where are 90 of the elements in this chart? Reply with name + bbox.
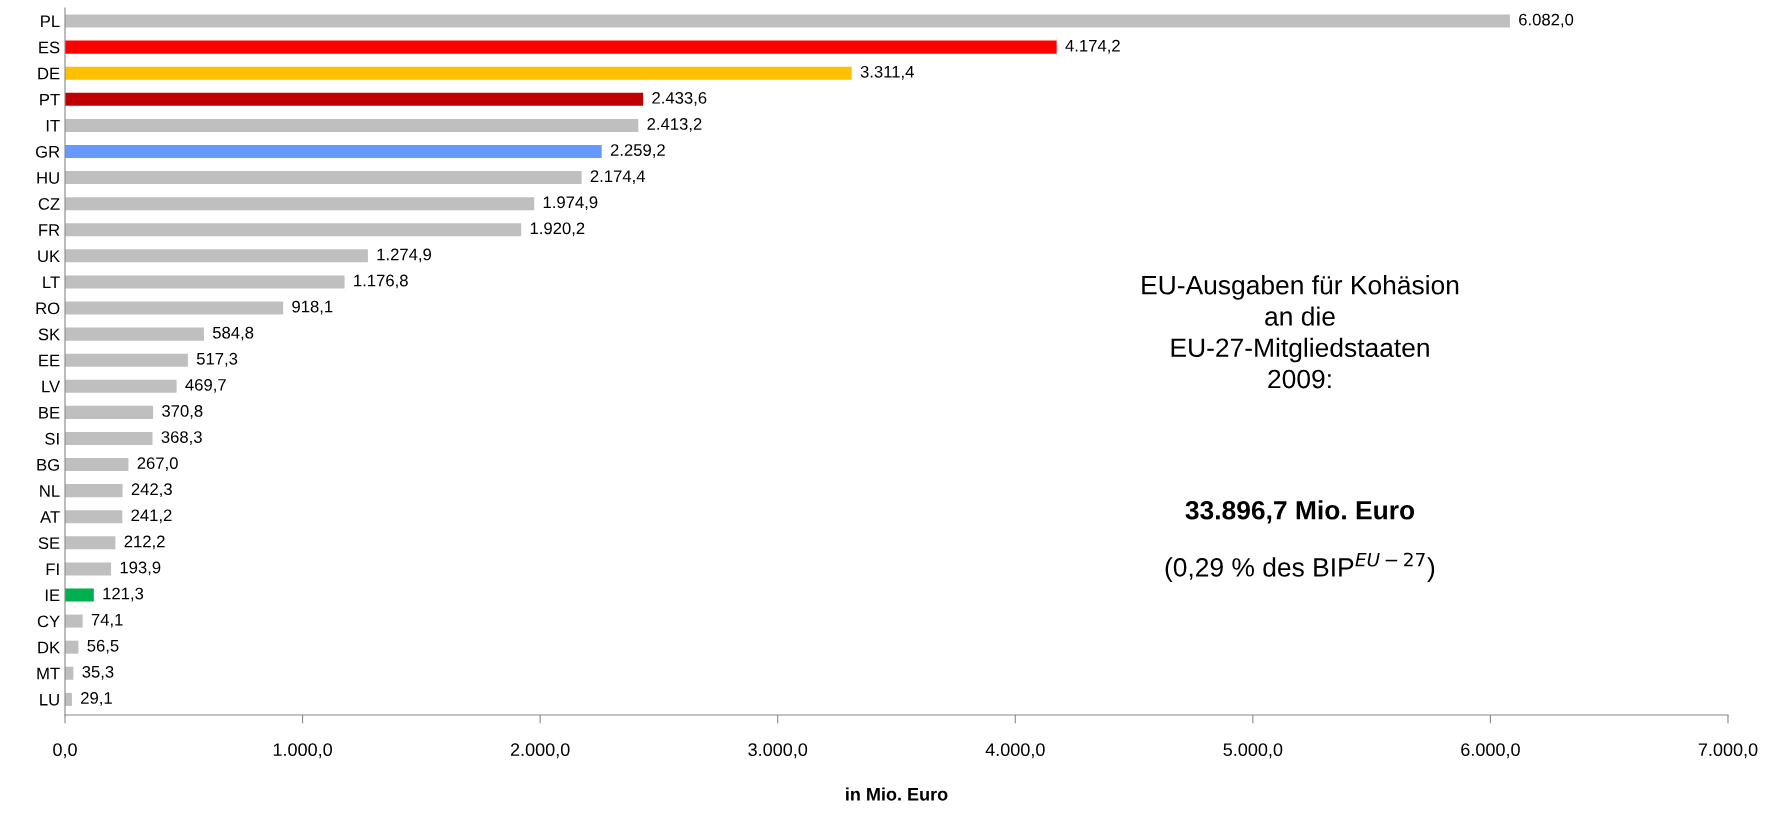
y-tick-label: UK bbox=[38, 250, 60, 263]
y-tick-label: AT bbox=[40, 511, 60, 523]
y-tick-label: FR bbox=[39, 224, 60, 236]
y-tick-label: ES bbox=[39, 41, 60, 54]
y-tick-label: EE bbox=[39, 354, 60, 367]
y-tick-label: IT bbox=[46, 119, 60, 132]
data-label: 6.082,0 bbox=[1519, 13, 1574, 28]
y-tick-label: SI bbox=[45, 432, 59, 445]
data-label: 4.174,2 bbox=[1065, 39, 1120, 54]
data-label: 584,8 bbox=[212, 326, 254, 341]
y-tick-label: PL bbox=[41, 15, 60, 28]
y-tick-label: HU bbox=[37, 172, 59, 184]
y-tick-label: LT bbox=[43, 276, 60, 288]
x-tick-label: 6.000,0 bbox=[1461, 743, 1520, 759]
data-label: 918,1 bbox=[292, 300, 333, 315]
bar bbox=[65, 353, 188, 367]
y-tick-label: LU bbox=[40, 693, 59, 706]
bar bbox=[65, 66, 852, 80]
x-tick-label: 1.000,0 bbox=[273, 743, 332, 759]
bar bbox=[65, 14, 1510, 28]
data-label: 242,3 bbox=[131, 483, 172, 498]
y-tick-label: DK bbox=[38, 641, 60, 654]
data-label: 2.259,2 bbox=[610, 144, 665, 158]
bar bbox=[65, 536, 116, 550]
y-tick-label: SK bbox=[38, 328, 60, 341]
data-label: 1.920,2 bbox=[530, 222, 585, 237]
data-label: 469,7 bbox=[185, 378, 226, 393]
y-tick-label: NL bbox=[40, 485, 60, 497]
data-label: 35,3 bbox=[82, 665, 114, 680]
data-label: 121,3 bbox=[103, 587, 144, 602]
bar bbox=[65, 301, 284, 315]
data-label: 2.413,2 bbox=[647, 118, 702, 132]
y-tick-label: CZ bbox=[38, 198, 60, 210]
bar bbox=[65, 327, 204, 341]
y-tick-label: FI bbox=[46, 563, 59, 575]
bar bbox=[65, 275, 345, 289]
bar bbox=[65, 40, 1057, 54]
data-label: 241,2 bbox=[131, 509, 172, 524]
bar bbox=[65, 92, 644, 106]
annotation: (0,29 % des BIP$^{EU−27}$) bbox=[1165, 552, 1435, 582]
data-label: 517,3 bbox=[196, 352, 238, 367]
y-tick-label: LV bbox=[42, 380, 61, 393]
y-tick-label: PT bbox=[40, 93, 60, 106]
bar bbox=[65, 118, 639, 132]
data-label: 193,9 bbox=[120, 561, 161, 576]
bar bbox=[65, 458, 129, 472]
bar bbox=[65, 379, 177, 393]
x-axis-title: in Mio. Euro bbox=[846, 787, 948, 801]
y-tick-label: BE bbox=[39, 406, 60, 419]
bar bbox=[65, 484, 123, 498]
data-label: 3.311,4 bbox=[860, 65, 914, 80]
y-tick-label: DE bbox=[38, 67, 60, 80]
bar bbox=[65, 223, 522, 237]
x-tick-label: 7.000,0 bbox=[1698, 743, 1758, 759]
bar bbox=[65, 431, 153, 445]
y-tick-label: CY bbox=[37, 615, 60, 628]
data-label: 1.176,8 bbox=[354, 274, 408, 289]
annotation: EU-Ausgaben für Kohäsion an die EU-27-Mitgliedstaaten 2009: bbox=[1142, 275, 1459, 389]
data-label: 370,8 bbox=[162, 405, 203, 419]
data-label: 1.974,9 bbox=[543, 196, 598, 211]
data-label: 74,1 bbox=[91, 613, 123, 628]
annotation: 33.896,7 Mio. Euro bbox=[1185, 500, 1415, 524]
data-label: 212,2 bbox=[124, 535, 165, 550]
data-label: 267,0 bbox=[137, 457, 178, 471]
y-tick-label: MT bbox=[37, 667, 60, 680]
data-label: 2.433,6 bbox=[652, 91, 707, 106]
bar bbox=[65, 249, 368, 263]
bar bbox=[65, 588, 94, 602]
y-tick-label: BG bbox=[37, 458, 59, 471]
y-tick-label: SE bbox=[38, 537, 60, 550]
x-tick-label: 2.000,0 bbox=[510, 743, 570, 759]
y-tick-label: IE bbox=[45, 589, 60, 602]
bar bbox=[65, 562, 112, 576]
bar bbox=[65, 614, 83, 628]
x-tick-label: 5.000,0 bbox=[1223, 743, 1283, 759]
y-tick-label: RO bbox=[36, 302, 60, 315]
bar bbox=[65, 197, 535, 211]
y-tick-label: GR bbox=[35, 145, 60, 158]
data-label: 368,3 bbox=[161, 431, 202, 445]
data-label: 1.274,9 bbox=[377, 248, 432, 263]
x-tick-label: 3.000,0 bbox=[748, 743, 808, 759]
x-tick-label: 0,0 bbox=[53, 743, 77, 759]
x-tick-label: 4.000,0 bbox=[985, 743, 1045, 759]
bar bbox=[65, 405, 154, 419]
data-label: 29,1 bbox=[81, 692, 112, 706]
data-label: 56,5 bbox=[87, 639, 119, 654]
bar bbox=[65, 144, 602, 159]
data-label: 2.174,4 bbox=[590, 170, 646, 185]
bar bbox=[65, 171, 582, 185]
bar bbox=[65, 510, 123, 524]
